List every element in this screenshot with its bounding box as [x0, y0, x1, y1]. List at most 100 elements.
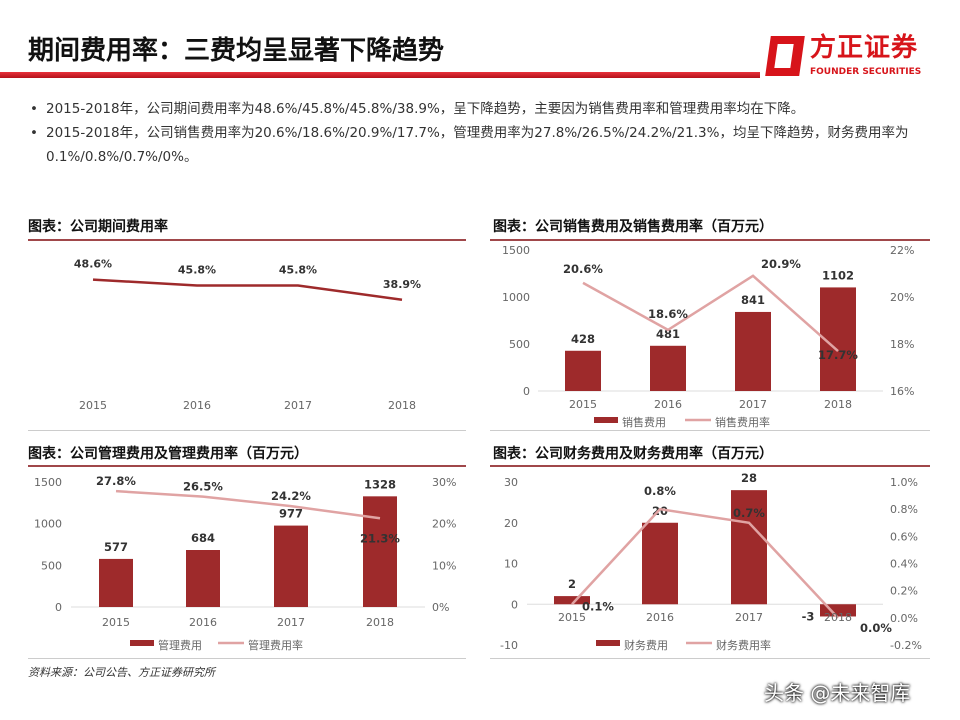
- y-tick-label: 20: [504, 517, 518, 530]
- legend-bar-swatch: [596, 640, 620, 646]
- y2-tick-label: 0.4%: [890, 558, 918, 571]
- chart-title: 图表：公司管理费用及管理费用率（百万元）: [28, 446, 308, 462]
- bar: [99, 558, 133, 607]
- logo: 方正证券 FOUNDER SECURITIES: [765, 33, 928, 82]
- y2-tick-label: 22%: [890, 244, 914, 257]
- legend-label: 销售费用率: [715, 415, 770, 429]
- y-tick-label: 500: [509, 338, 530, 351]
- y2-tick-label: 0.2%: [890, 585, 918, 598]
- y2-tick-label: 0%: [432, 601, 449, 614]
- bar: [650, 345, 686, 391]
- legend-label: 财务费用率: [716, 638, 771, 652]
- chart-title: 图表：公司财务费用及财务费用率（百万元）: [493, 446, 773, 462]
- line-label: 0.0%: [860, 621, 892, 635]
- y2-tick-label: -0.2%: [890, 639, 922, 652]
- legend-bar-swatch: [594, 417, 618, 423]
- x-tick-label: 2018: [824, 398, 852, 411]
- bar: [274, 525, 308, 607]
- bar: [363, 496, 397, 607]
- bar-label: 28: [741, 471, 757, 485]
- y2-tick-label: 0.8%: [890, 503, 918, 516]
- data-label: 45.8%: [178, 263, 216, 276]
- y-tick-label: 1000: [34, 518, 62, 531]
- divider: [490, 430, 930, 431]
- y-tick-label: 0: [523, 385, 530, 398]
- bullet-item: 2015-2018年，公司销售费用率为20.6%/18.6%/20.9%/17.…: [28, 121, 938, 169]
- x-tick-label: 2017: [735, 611, 763, 624]
- series-line: [571, 507, 839, 619]
- summary-bullets: 2015-2018年，公司期间费用率为48.6%/45.8%/45.8%/38.…: [28, 97, 938, 169]
- x-tick-label: 2016: [654, 398, 682, 411]
- bar-label: 2: [568, 577, 576, 591]
- legend-label: 销售费用: [622, 415, 666, 429]
- x-tick-label: 2015: [558, 611, 586, 624]
- y-tick-label: -10: [500, 639, 518, 652]
- y-tick-label: 1500: [34, 476, 62, 489]
- x-tick-label: 2017: [739, 398, 767, 411]
- chart-title: 图表：公司期间费用率: [28, 219, 168, 235]
- y-tick-label: 0: [511, 598, 518, 611]
- y2-tick-label: 10%: [432, 559, 456, 572]
- divider: [28, 239, 466, 241]
- line-label: 24.2%: [271, 489, 311, 503]
- y-tick-label: 500: [41, 559, 62, 572]
- y-tick-label: 1000: [502, 291, 530, 304]
- legend-label: 财务费用: [624, 638, 668, 652]
- y2-tick-label: 18%: [890, 338, 914, 351]
- y2-tick-label: 20%: [890, 291, 914, 304]
- x-tick-label: 2016: [646, 611, 674, 624]
- y2-tick-label: 0.6%: [890, 530, 918, 543]
- bar-label: 481: [656, 327, 680, 341]
- logo-subtext: FOUNDER SECURITIES: [810, 67, 922, 77]
- line-label: 21.3%: [360, 531, 400, 545]
- divider: [28, 430, 466, 431]
- y-tick-label: 10: [504, 558, 518, 571]
- series-line: [582, 274, 839, 352]
- divider: [490, 239, 930, 241]
- x-tick-label: 2016: [183, 399, 211, 412]
- line-label: 17.7%: [818, 348, 858, 362]
- source-note: 资料来源：公司公告、方正证券研究所: [28, 666, 215, 679]
- bar: [735, 311, 771, 391]
- bar: [642, 522, 678, 605]
- watermark: 头条 @未来智库: [764, 681, 911, 705]
- line-label: 18.6%: [648, 307, 688, 321]
- bar: [731, 490, 767, 605]
- x-tick-label: 2018: [366, 616, 394, 629]
- divider: [28, 465, 466, 467]
- data-label: 38.9%: [383, 278, 421, 291]
- bar-label: 684: [191, 531, 215, 545]
- divider: [490, 658, 930, 659]
- divider: [490, 465, 930, 467]
- y2-tick-label: 16%: [890, 385, 914, 398]
- bar-label: 1328: [364, 477, 396, 491]
- title-underline: [0, 72, 760, 78]
- bar-label: -3: [802, 609, 815, 623]
- y-tick-label: 1500: [502, 244, 530, 257]
- x-tick-label: 2015: [79, 399, 107, 412]
- line-label: 0.1%: [582, 599, 614, 613]
- x-tick-label: 2015: [102, 616, 130, 629]
- y2-tick-label: 0.0%: [890, 612, 918, 625]
- data-label: 45.8%: [279, 263, 317, 276]
- legend-label: 管理费用: [158, 638, 202, 652]
- y2-tick-label: 1.0%: [890, 476, 918, 489]
- divider: [28, 658, 466, 659]
- x-tick-label: 2016: [189, 616, 217, 629]
- line-label: 0.8%: [644, 484, 676, 498]
- x-tick-label: 2017: [277, 616, 305, 629]
- bar-label: 428: [571, 332, 595, 346]
- x-tick-label: 2015: [569, 398, 597, 411]
- x-tick-label: 2018: [824, 611, 852, 624]
- line-label: 27.8%: [96, 474, 136, 488]
- y2-tick-label: 20%: [432, 518, 456, 531]
- bullet-item: 2015-2018年，公司期间费用率为48.6%/45.8%/45.8%/38.…: [28, 97, 938, 121]
- y-tick-label: 0: [55, 601, 62, 614]
- data-label: 48.6%: [74, 258, 112, 271]
- bar: [554, 596, 590, 605]
- line-label: 20.6%: [563, 262, 603, 276]
- bar-label: 977: [279, 507, 303, 521]
- bar-label: 841: [741, 293, 765, 307]
- logo-text: 方正证券: [810, 33, 919, 63]
